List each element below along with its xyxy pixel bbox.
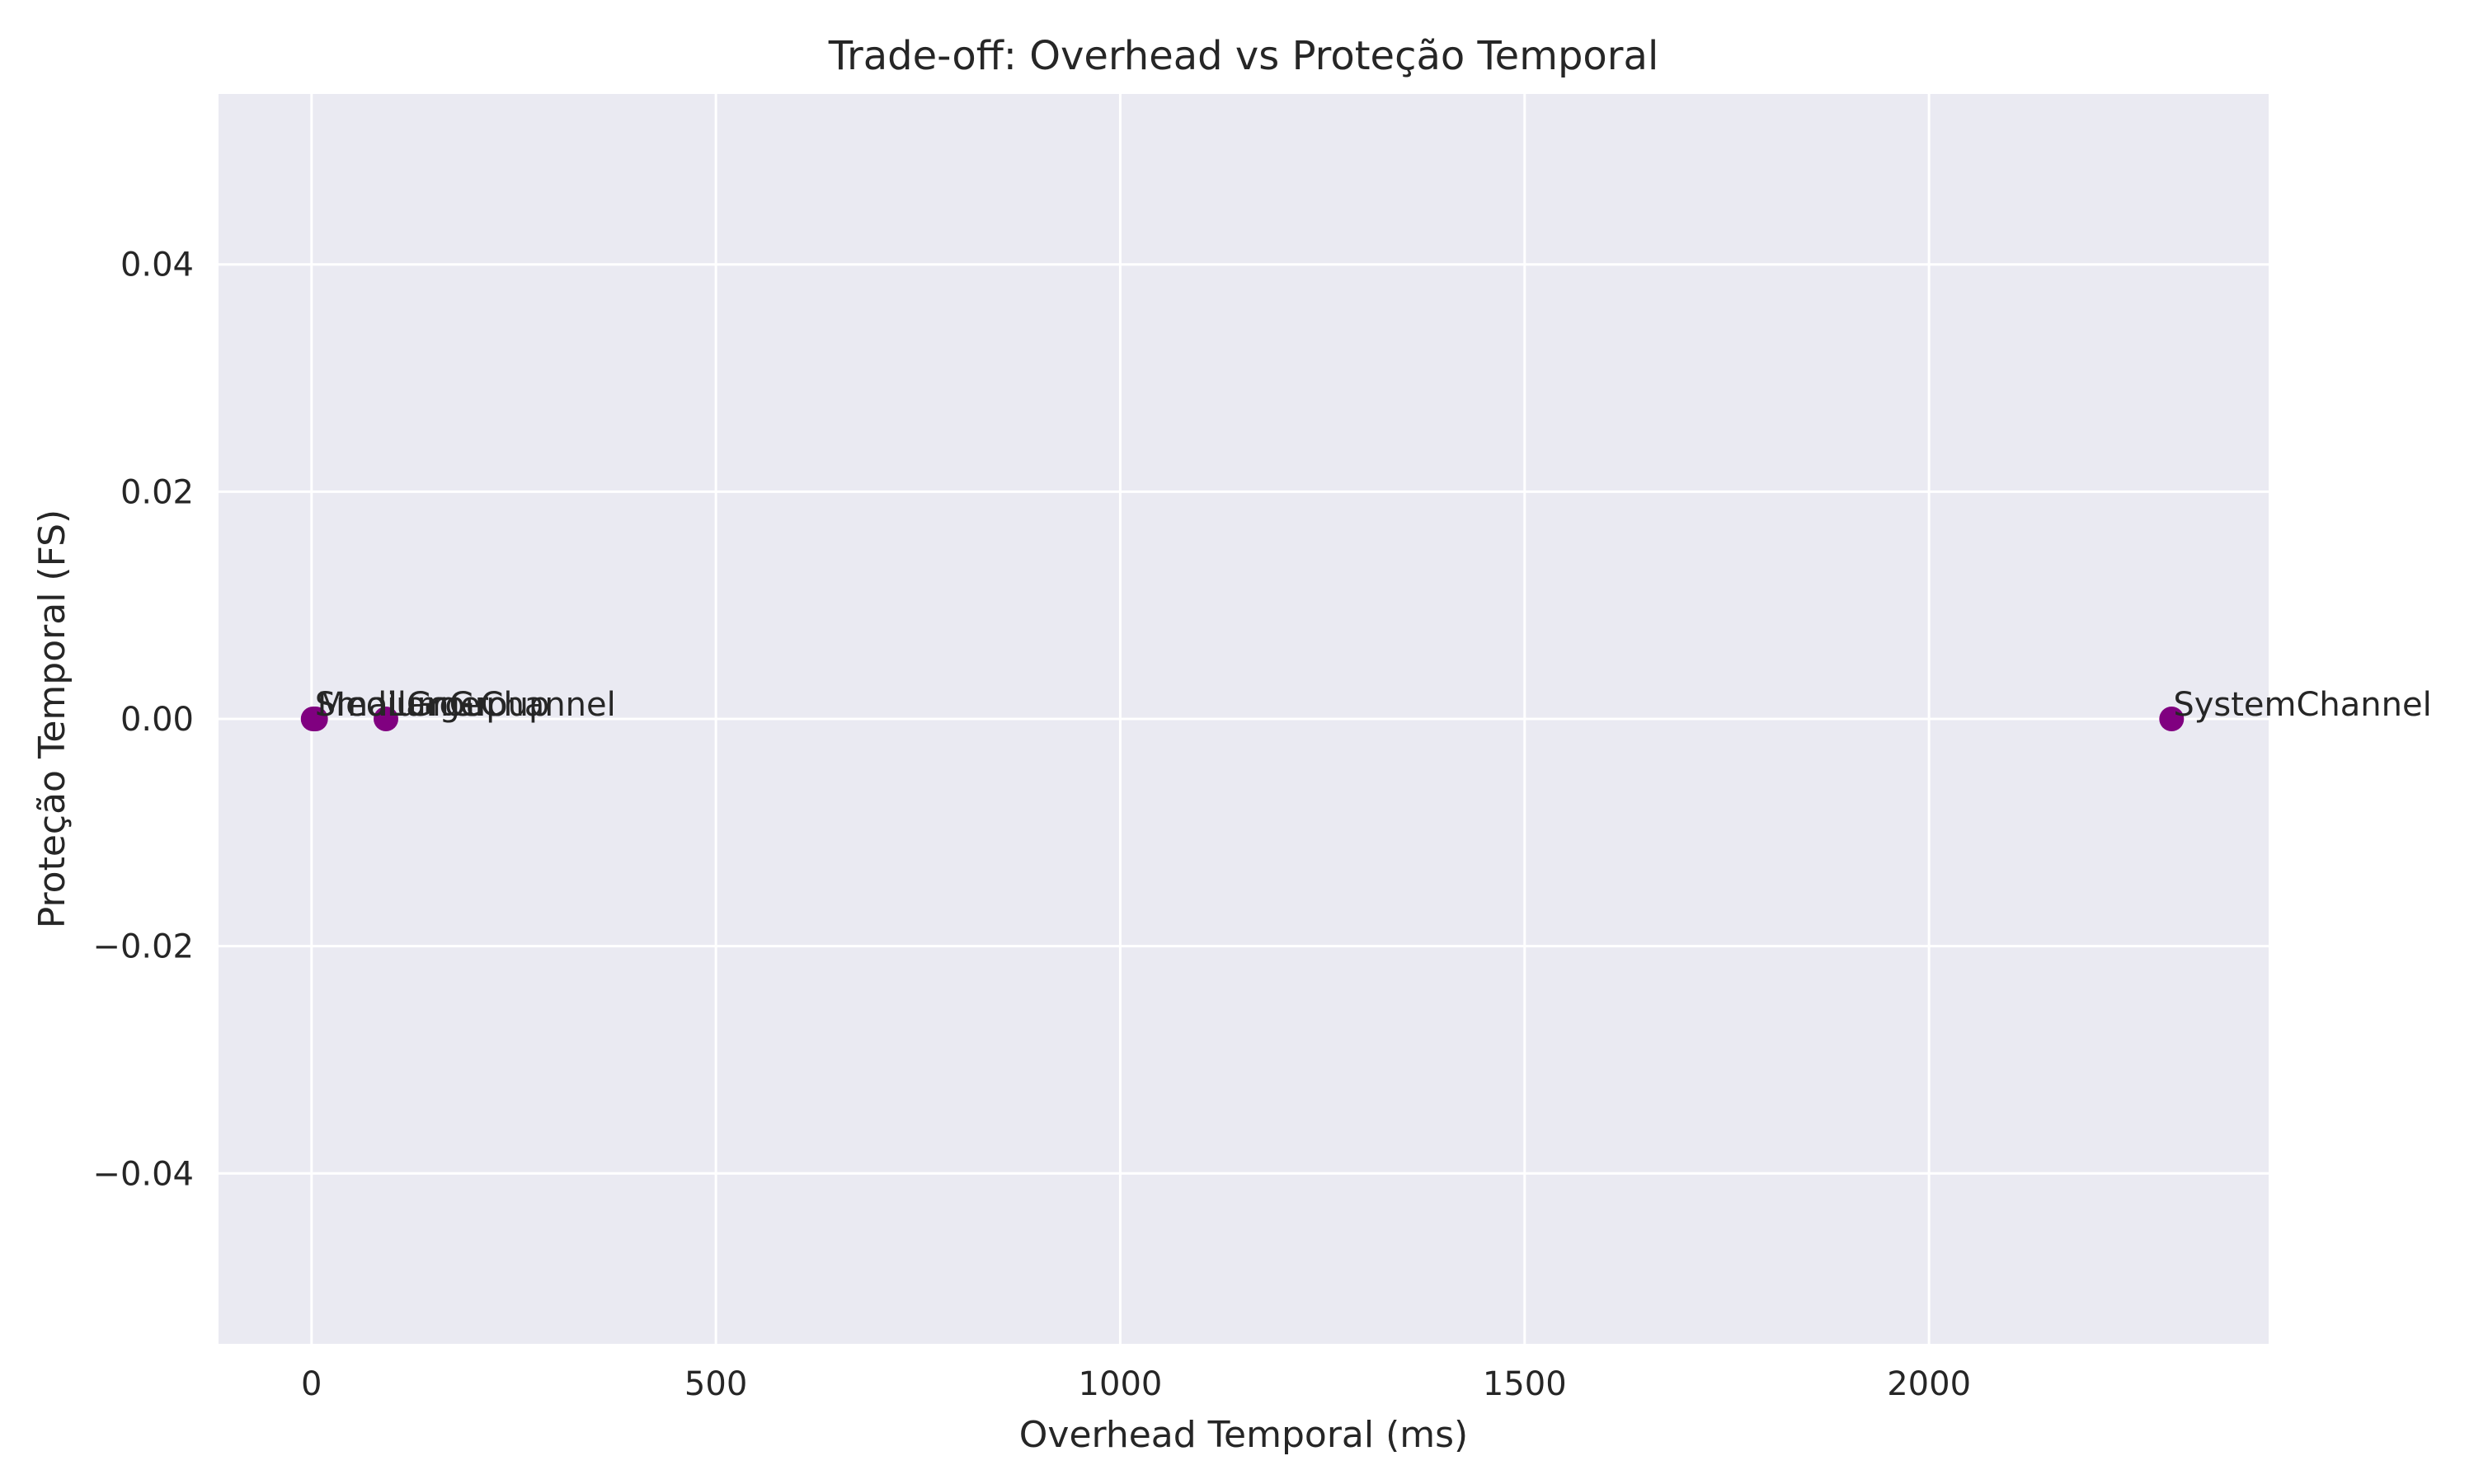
x-tick-label: 1000 — [1079, 1365, 1163, 1403]
data-points — [300, 707, 2185, 731]
point-label: LargeChannel — [388, 686, 616, 724]
data-point — [373, 707, 398, 731]
y-tick-label: 0.00 — [120, 701, 194, 739]
y-axis-label: Proteção Temporal (FS) — [31, 510, 73, 928]
x-tick-labels: 0 500 1000 1500 2000 — [301, 1365, 1971, 1403]
y-tick-labels: −0.04 −0.02 0.00 0.02 0.04 — [92, 247, 194, 1194]
y-tick-label: −0.04 — [92, 1155, 194, 1193]
x-tick-label: 500 — [684, 1365, 747, 1403]
y-tick-label: 0.02 — [120, 473, 194, 511]
chart-title: Trade-off: Overhead vs Proteção Temporal — [828, 33, 1659, 79]
data-point — [2159, 707, 2185, 731]
grid — [219, 94, 2269, 1344]
x-tick-label: 1500 — [1483, 1365, 1567, 1403]
y-tick-label: 0.04 — [120, 247, 194, 284]
x-tick-label: 0 — [301, 1365, 322, 1403]
point-label: SmallGroup — [315, 686, 507, 724]
y-tick-label: −0.02 — [92, 928, 194, 966]
point-label: SystemChannel — [2173, 686, 2431, 724]
data-point — [303, 707, 328, 731]
x-tick-label: 2000 — [1887, 1365, 1971, 1403]
point-label: MediumGroup — [317, 686, 550, 724]
x-axis-label: Overhead Temporal (ms) — [1019, 1414, 1468, 1456]
